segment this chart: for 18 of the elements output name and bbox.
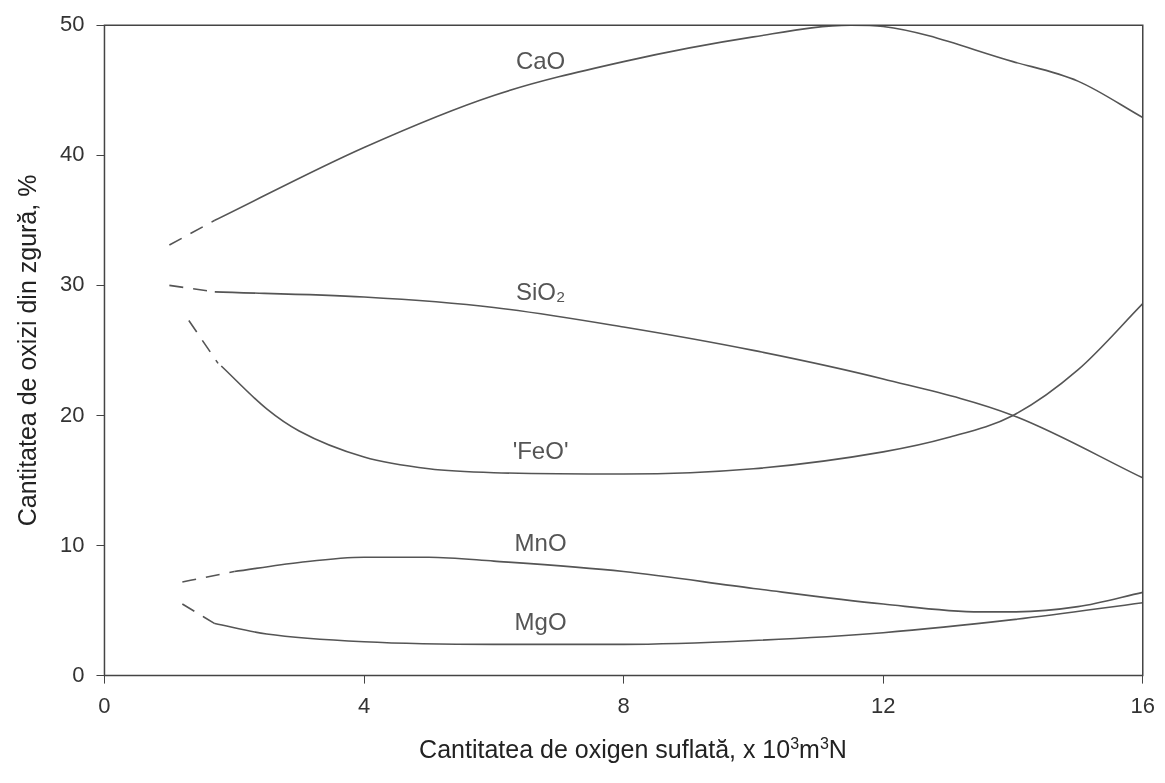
y-tick-label: 30 — [59, 271, 85, 297]
series-label: 'FeO' — [512, 437, 569, 465]
series-label: CaO — [515, 47, 566, 75]
x-tick-label: 0 — [98, 692, 111, 718]
series-label: SiO₂ — [515, 278, 566, 306]
y-tick-label: 50 — [59, 11, 85, 37]
x-tick-label: 16 — [1130, 692, 1156, 718]
series-label: MgO — [514, 608, 567, 636]
y-axis-title: Cantitatea de oxizi din zgură, % — [12, 174, 41, 527]
x-tick-label: 8 — [617, 692, 630, 718]
y-tick-label: 0 — [72, 661, 85, 687]
x-tick-label: 12 — [870, 692, 896, 718]
y-tick-label: 40 — [59, 141, 85, 167]
y-tick-label: 10 — [59, 531, 85, 557]
y-tick-label: 20 — [59, 401, 85, 427]
x-axis-title: Cantitatea de oxigen suflată, x 10$^{3}$m$^{3}$N — [418, 735, 848, 765]
x-tick-label: 4 — [357, 692, 371, 718]
series-label: MnO — [514, 528, 567, 556]
